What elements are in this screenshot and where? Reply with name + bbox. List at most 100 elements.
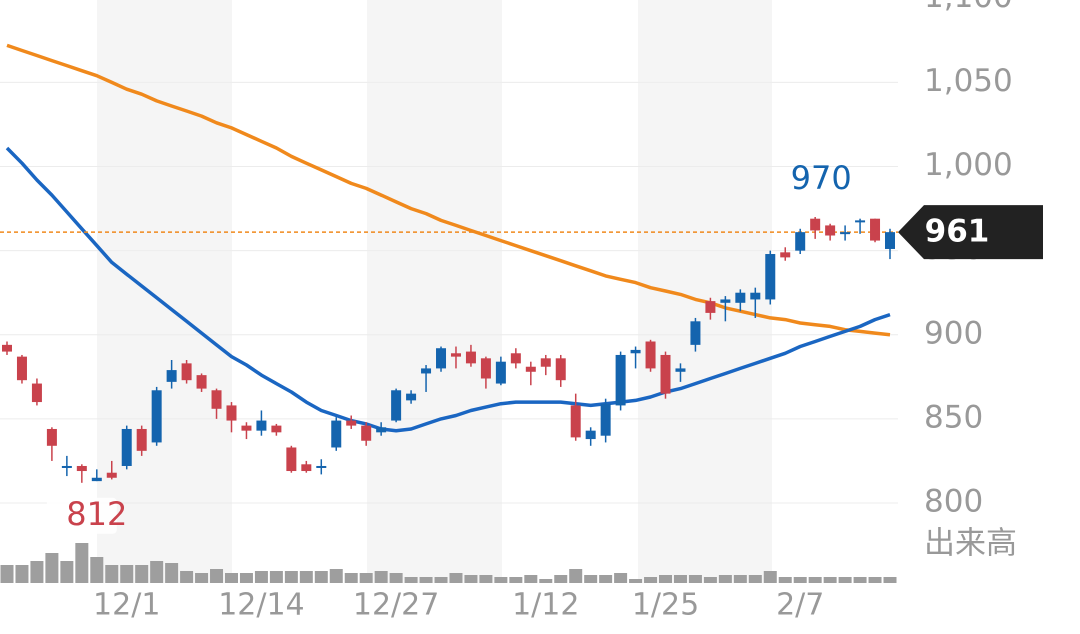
volume-bar <box>838 577 852 583</box>
candle-body <box>211 390 222 409</box>
candle-body <box>271 425 282 433</box>
candle-body <box>750 292 761 300</box>
volume-bar <box>494 577 508 583</box>
y-tick-label: 800 <box>924 483 983 519</box>
x-tick-label: 2/7 <box>776 588 824 623</box>
candle-body <box>136 428 147 451</box>
candle-body <box>406 393 417 401</box>
x-tick-label: 1/25 <box>632 588 699 623</box>
candle-body <box>226 405 237 421</box>
candle-body <box>91 477 102 482</box>
volume-bar <box>464 575 478 583</box>
volume-bar <box>763 571 777 583</box>
y-tick-label: 1,000 <box>924 147 1013 183</box>
volume-bar <box>344 573 358 583</box>
candle-body <box>585 430 596 440</box>
x-tick-label: 12/1 <box>93 588 160 623</box>
volume-bar <box>509 577 523 583</box>
volume-bar <box>644 577 658 583</box>
candle-body <box>645 341 656 369</box>
candle-body <box>615 354 626 406</box>
price-badge-text: 961 <box>925 214 990 250</box>
volume-bar <box>284 571 298 583</box>
volume-bar <box>569 569 583 583</box>
candle-body <box>480 358 491 379</box>
candle-body <box>2 344 12 352</box>
candle-body <box>540 358 551 367</box>
period-band <box>367 0 502 583</box>
candle-body <box>16 356 27 381</box>
candle-body <box>391 390 402 421</box>
label-background <box>46 497 117 534</box>
candle-body <box>301 464 312 472</box>
volume-bar <box>718 575 732 583</box>
candle-body <box>870 218 881 241</box>
volume-bar <box>269 571 283 583</box>
y-tick-label: 850 <box>924 399 983 435</box>
volume-bar <box>479 575 493 583</box>
volume-bar <box>614 573 628 583</box>
volume-bar <box>45 553 59 583</box>
volume-bar <box>539 579 553 583</box>
candle-body <box>46 428 57 446</box>
candle-body <box>241 425 252 431</box>
candle-body <box>61 465 72 468</box>
volume-bar <box>419 577 433 583</box>
volume-bar <box>688 575 702 583</box>
volume-bar <box>748 575 762 583</box>
candle-body <box>286 447 297 472</box>
candle-body <box>720 299 731 303</box>
low-annotation: 812 <box>66 495 127 533</box>
candle-body <box>510 353 521 364</box>
candle-body <box>76 465 87 472</box>
volume-bar <box>389 573 403 583</box>
volume-bar <box>584 575 598 583</box>
moving-average-line <box>6 43 891 337</box>
candle-body <box>166 370 177 382</box>
volume-bar <box>210 569 224 583</box>
volume-bar <box>599 575 613 583</box>
candle-body <box>780 252 791 258</box>
candle-body <box>735 292 746 303</box>
candle-body <box>885 232 895 249</box>
candle-body <box>376 427 387 433</box>
volume-bar <box>524 575 538 583</box>
volume-bar <box>195 573 209 583</box>
y-tick-label: 900 <box>924 315 983 351</box>
volume-label: 出来高 <box>924 526 1017 562</box>
volume-bar <box>135 565 149 583</box>
candle-body <box>525 366 536 372</box>
candle-body <box>600 403 611 436</box>
volume-bar <box>75 543 89 583</box>
volume-bar <box>554 575 568 583</box>
candle-body <box>196 375 207 389</box>
volume-bar <box>105 565 119 583</box>
volume-bar <box>404 577 418 583</box>
price-badge <box>898 205 1043 260</box>
candle-body <box>810 218 821 231</box>
volume-bar <box>90 557 104 583</box>
candle-body <box>436 348 447 369</box>
volume-bar <box>0 565 14 583</box>
volume-bar <box>659 575 673 583</box>
volume-bar <box>180 571 194 583</box>
volume-bar <box>120 565 134 583</box>
candle-body <box>331 420 342 448</box>
y-tick-label: 1,050 <box>924 63 1013 99</box>
volume-bar <box>434 577 448 583</box>
candle-body <box>555 358 566 381</box>
candle-body <box>855 220 866 223</box>
volume-bar <box>314 571 328 583</box>
volume-bar <box>165 563 179 583</box>
high-annotation: 970 <box>791 159 852 197</box>
candle-body <box>570 405 581 438</box>
volume-bar <box>254 571 268 583</box>
candle-body <box>450 353 461 357</box>
candle-body <box>361 425 372 441</box>
candle-body <box>825 225 836 236</box>
candle-body <box>465 351 476 364</box>
volume-bar <box>673 575 687 583</box>
candle-body <box>106 472 117 478</box>
x-tick-label: 12/27 <box>353 588 439 623</box>
